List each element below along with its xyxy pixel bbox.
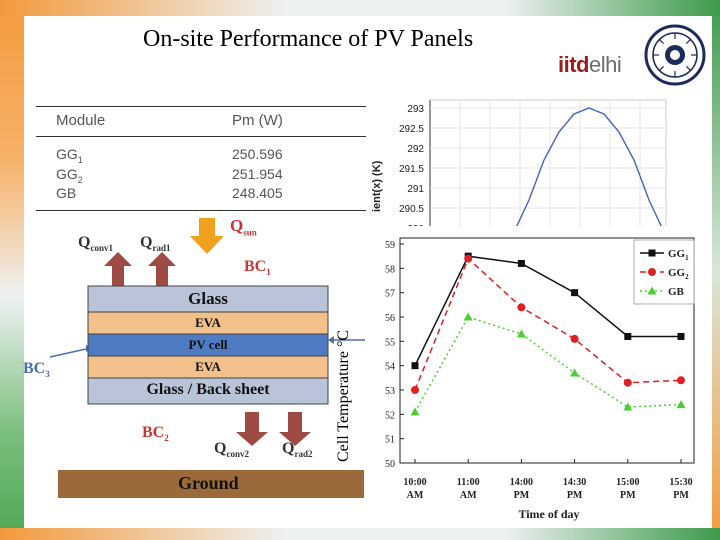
main-chart-ytick-label: 54 [385, 362, 395, 373]
main-chart-xtick-label: PM [567, 490, 583, 501]
main-chart-xtick-label: 10:00 [403, 477, 426, 488]
main-chart-data-point [677, 332, 685, 340]
main-chart-data-point [623, 378, 632, 387]
main-chart-data-point [677, 376, 685, 385]
main-chart-ytick-label: 56 [385, 313, 395, 324]
main-chart-data-point [676, 400, 686, 409]
iitdelhi-logo: iitdelhi [558, 52, 622, 77]
main-chart-ytick-label: 50 [385, 459, 395, 470]
top-chart-ytick-label: 291 [407, 184, 424, 195]
table-row-module: GG1 [56, 146, 83, 165]
top-chart-ytick-label: 292.5 [399, 124, 424, 135]
frame-bottom-stripe [0, 528, 720, 540]
cell-temperature-axis-label: Cell Temperature °C [335, 329, 352, 462]
top-chart-series-line [515, 107, 663, 228]
table-row-module: GB [56, 185, 77, 201]
main-chart-xtick-label: 15:00 [616, 477, 639, 488]
top-chart-ylabel: ient(x) (K) [371, 160, 383, 212]
main-chart-data-point [411, 362, 419, 370]
main-chart-data-point [517, 303, 526, 312]
bc3-label: BC3 [23, 360, 50, 380]
q-conv1-label: Qconv1 [78, 234, 113, 254]
main-chart-data-point [623, 402, 633, 411]
q-conv2-label: Qconv2 [214, 440, 249, 460]
conv2-arrow-icon [236, 432, 268, 446]
bc2-label: BC2 [142, 424, 169, 444]
layer-eva-bottom: EVA [195, 359, 221, 374]
q-sun-label: Qsun [230, 216, 257, 238]
layer-pv-cell: PV cell [188, 337, 228, 352]
legend-label: GG1 [668, 248, 689, 262]
main-chart-xtick-label: 14:00 [510, 477, 533, 488]
main-chart-data-point [463, 312, 473, 321]
main-chart-xlabel: Time of day [518, 507, 579, 521]
main-chart-ytick-label: 57 [385, 289, 395, 300]
rad1-arrow-icon [148, 252, 176, 266]
legend-marker [647, 286, 657, 295]
table-bottom-rule [36, 210, 366, 211]
main-chart-data-point [570, 368, 580, 377]
main-chart-ytick-label: 59 [385, 240, 395, 251]
main-chart-data-point [624, 332, 632, 340]
layer-eva-top: EVA [195, 315, 221, 330]
main-chart-series-line [414, 257, 682, 391]
table-row-pm: 251.954 [232, 166, 283, 182]
main-chart-ytick-label: 58 [385, 264, 395, 275]
top-chart-ytick-label: 293 [407, 104, 424, 115]
main-chart-data-point [464, 254, 473, 263]
legend-label: GG2 [668, 267, 689, 281]
ground-label: Ground [178, 473, 239, 493]
frame-right-stripe [712, 0, 720, 540]
main-chart-xtick-label: AM [407, 490, 424, 501]
cell-temperature-chart: 50 51 52 53 54 55 56 57 58 59 10:00 AM 11:00 AM 14:00 P… [366, 226, 712, 526]
main-chart-ytick-label: 55 [385, 337, 395, 348]
main-chart-ytick-label: 51 [385, 435, 395, 446]
main-chart-series-line [414, 255, 681, 367]
legend-marker [648, 268, 656, 276]
table-row-pm: 250.596 [232, 146, 283, 162]
main-chart-ytick-label: 53 [385, 386, 395, 397]
frame-left-stripe [0, 0, 24, 540]
main-chart-data-point [411, 386, 419, 394]
main-chart-xtick-label: PM [514, 490, 530, 501]
conv1-arrow-icon [104, 252, 132, 266]
main-chart-data-point [516, 329, 526, 338]
top-chart-ytick-label: 290.5 [399, 204, 424, 215]
main-chart-data-point [570, 334, 579, 343]
main-chart-xtick-label: 11:00 [457, 477, 480, 488]
main-chart-ytick-label: 52 [385, 410, 395, 421]
slide-title: On-site Performance of PV Panels [143, 26, 474, 52]
layer-glass-back-sheet: Glass / Back sheet [146, 381, 270, 398]
table-header-rule [36, 136, 366, 137]
main-chart-xtick-label: AM [460, 490, 477, 501]
bc1-label: BC1 [244, 258, 271, 278]
sun-arrow-icon [190, 236, 224, 254]
main-chart-data-point [571, 289, 579, 297]
main-chart-xtick-label: 15:30 [669, 477, 692, 488]
table-header-pm: Pm (W) [232, 112, 283, 129]
main-chart-series-line [414, 316, 682, 413]
institute-seal-icon [644, 24, 706, 86]
q-rad2-label: Qrad2 [282, 440, 313, 460]
q-rad1-label: Qrad1 [140, 234, 171, 254]
main-chart-xtick-label: PM [673, 490, 689, 501]
main-chart-xtick-label: PM [620, 490, 636, 501]
main-chart-data-point [410, 407, 420, 416]
main-chart-data-point [517, 259, 525, 267]
main-chart-xtick-label: 14:30 [563, 477, 586, 488]
layer-glass: Glass [188, 289, 228, 308]
main-chart-frame [399, 237, 695, 464]
top-chart-ytick-label: 291.5 [399, 164, 424, 175]
table-top-rule [36, 106, 366, 107]
table-header-module: Module [56, 112, 106, 129]
legend-marker [648, 249, 656, 257]
top-chart-ytick-label: 292 [407, 144, 424, 155]
frame-top-stripe [0, 0, 720, 16]
legend-label: GB [668, 286, 685, 298]
rad2-arrow-icon [279, 432, 311, 446]
table-row-module: GG2 [56, 166, 83, 185]
table-row-pm: 248.405 [232, 185, 283, 201]
